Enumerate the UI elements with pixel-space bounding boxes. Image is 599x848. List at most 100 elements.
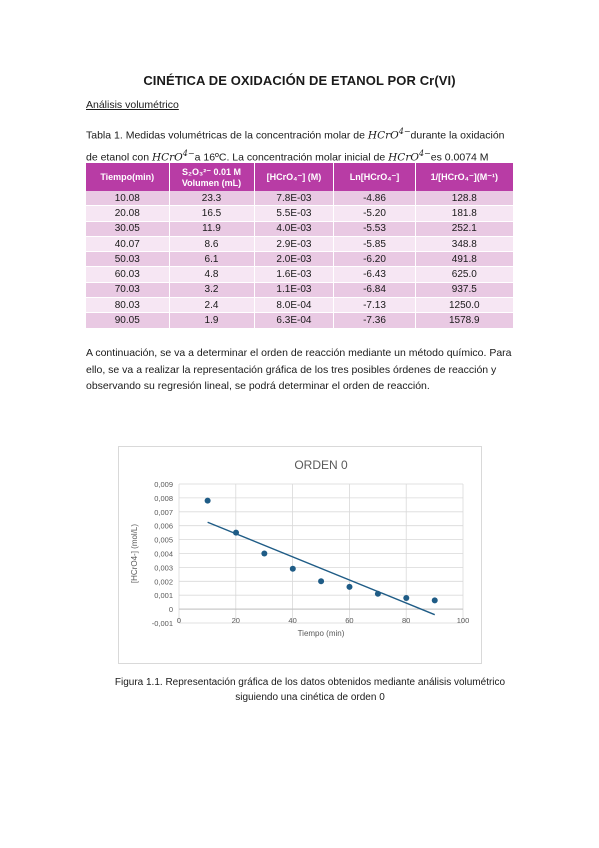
table-cell: 3.2 bbox=[169, 282, 255, 299]
table-cell: 1.6E-03 bbox=[254, 266, 335, 283]
table-cell: -5.85 bbox=[333, 236, 416, 253]
header-inverse: 1/[HCrO₄⁻](M⁻¹) bbox=[415, 163, 515, 191]
y-tick-label: 0,004 bbox=[154, 550, 173, 559]
y-tick-label: 0 bbox=[169, 605, 173, 614]
table-cell: 8.0E-04 bbox=[254, 297, 335, 314]
caption-charge-1: 4− bbox=[398, 127, 411, 136]
table-row: 20.08 16.5 5.5E-03 -5.20 181.8 bbox=[86, 205, 515, 222]
table-cell: 1.1E-03 bbox=[254, 282, 335, 299]
data-point bbox=[403, 594, 410, 601]
table-header-row: Tiempo(min) S₂O₃²⁻ 0.01 M Volumen (mL) [… bbox=[86, 163, 515, 191]
caption-charge-3: 4− bbox=[418, 148, 431, 158]
table-cell: -5.20 bbox=[333, 205, 416, 222]
caption-middle-1: durante la oxidación de etanol con bbox=[86, 129, 505, 164]
table-cell: 1578.9 bbox=[415, 312, 515, 329]
table-cell: 2.4 bbox=[169, 297, 255, 314]
table-body: 10.08 23.3 7.8E-03 -4.86 128.8 20.08 16.5 5.5E-… bbox=[86, 191, 515, 329]
y-tick-label: 0,008 bbox=[154, 494, 173, 503]
y-tick-label: 0,001 bbox=[154, 591, 173, 600]
table-cell: 252.1 bbox=[415, 221, 515, 237]
document-title: CINÉTICA DE OXIDACIÓN DE ETANOL POR Cr(V… bbox=[143, 73, 456, 88]
header-volumen: S₂O₃²⁻ 0.01 M Volumen (mL) bbox=[169, 163, 255, 191]
table-cell: 2.9E-03 bbox=[254, 236, 335, 253]
data-point bbox=[204, 497, 211, 504]
data-point bbox=[261, 550, 268, 557]
x-axis-title: Tiempo (min) bbox=[298, 629, 345, 638]
table-row: 60.03 4.8 1.6E-03 -6.43 625.0 bbox=[86, 266, 515, 283]
caption-middle-2: a 16ºC. La concentración molar inicial d… bbox=[194, 151, 389, 163]
table-cell: -6.20 bbox=[333, 251, 416, 268]
caption-species-1: HCrO bbox=[367, 129, 399, 142]
caption-charge-2: 4− bbox=[182, 148, 195, 158]
table-cell: 7.8E-03 bbox=[254, 191, 335, 207]
table-row: 40.07 8.6 2.9E-03 -5.85 348.8 bbox=[86, 236, 515, 253]
y-tick-label: 0,002 bbox=[154, 577, 173, 586]
table-cell: 23.3 bbox=[169, 191, 255, 207]
x-tick-label: 100 bbox=[457, 616, 470, 625]
caption-suffix: es 0.0074 M bbox=[430, 151, 489, 163]
table-cell: 16.5 bbox=[169, 205, 255, 222]
table-row: 30.05 11.9 4.0E-03 -5.53 252.1 bbox=[86, 221, 515, 237]
table-caption: Tabla 1. Medidas volumétricas de la conc… bbox=[86, 123, 516, 166]
x-tick-label: 60 bbox=[345, 616, 353, 625]
table-cell: 348.8 bbox=[415, 236, 515, 253]
data-point bbox=[431, 597, 438, 604]
table-cell: 10.08 bbox=[86, 191, 170, 207]
y-tick-label: 0,006 bbox=[154, 522, 173, 531]
table-cell: 1250.0 bbox=[415, 297, 515, 314]
table-cell: 70.03 bbox=[86, 282, 170, 299]
table-row: 70.03 3.2 1.1E-03 -6.84 937.5 bbox=[86, 282, 515, 299]
caption-species-2: HCrO bbox=[151, 151, 183, 163]
table-row: 50.03 6.1 2.0E-03 -6.20 491.8 bbox=[86, 251, 515, 268]
header-concentracion: [HCrO₄⁻] (M) bbox=[254, 163, 335, 191]
data-point bbox=[318, 578, 325, 585]
header-ln: Ln[HCrO₄⁻] bbox=[333, 163, 416, 191]
table-cell: 40.07 bbox=[86, 236, 170, 253]
y-tick-label: -0,001 bbox=[152, 619, 173, 628]
y-tick-label: 0,003 bbox=[154, 563, 173, 572]
table-cell: 625.0 bbox=[415, 266, 515, 283]
y-tick-label: 0,005 bbox=[154, 536, 173, 545]
table-cell: 6.3E-04 bbox=[254, 312, 335, 329]
table-cell: 50.03 bbox=[86, 251, 170, 268]
table-cell: 4.8 bbox=[169, 266, 255, 283]
figure-caption: Figura 1.1. Representación gráfica de lo… bbox=[60, 675, 560, 705]
x-tick-label: 0 bbox=[177, 616, 181, 625]
table-cell: -4.86 bbox=[333, 191, 416, 207]
table-cell: 491.8 bbox=[415, 251, 515, 268]
table-row: 10.08 23.3 7.8E-03 -4.86 128.8 bbox=[86, 191, 515, 207]
table-cell: -6.84 bbox=[333, 282, 416, 299]
table-cell: 181.8 bbox=[415, 205, 515, 222]
figure-caption-line-1: Figura 1.1. Representación gráfica de lo… bbox=[114, 677, 506, 688]
table-cell: 8.6 bbox=[169, 236, 255, 253]
x-tick-label: 20 bbox=[232, 616, 240, 625]
header-tiempo: Tiempo(min) bbox=[86, 163, 170, 191]
table-cell: -5.53 bbox=[333, 221, 416, 237]
table-cell: 5.5E-03 bbox=[254, 205, 335, 222]
table-row: 90.05 1.9 6.3E-04 -7.36 1578.9 bbox=[86, 312, 515, 329]
table-cell: 2.0E-03 bbox=[254, 251, 335, 268]
y-tick-label: 0,009 bbox=[154, 480, 173, 489]
table-cell: -7.36 bbox=[333, 312, 416, 329]
data-point bbox=[374, 590, 381, 597]
table-cell: 4.0E-03 bbox=[254, 221, 335, 237]
y-axis-title: [HCrO4-] (mol/L) bbox=[130, 524, 139, 583]
chart-container: ORDEN 0 -0,001 0 0,001 0,002 0,003 0,004 0,005 0… bbox=[118, 446, 482, 664]
x-tick-label: 80 bbox=[402, 616, 410, 625]
caption-species-3: HCrO bbox=[388, 151, 419, 163]
table-cell: 80.03 bbox=[86, 297, 170, 314]
caption-prefix: Tabla 1. Medidas volumétricas de la conc… bbox=[86, 129, 368, 142]
table-cell: 20.08 bbox=[86, 205, 170, 222]
x-tick-label: 40 bbox=[288, 616, 296, 625]
data-point bbox=[233, 529, 240, 536]
table-cell: 90.05 bbox=[86, 312, 170, 329]
table-cell: 1.9 bbox=[169, 312, 255, 329]
table-cell: 30.05 bbox=[86, 221, 170, 237]
data-point bbox=[346, 583, 353, 590]
section-heading: Análisis volumétrico bbox=[86, 99, 179, 111]
data-point bbox=[289, 565, 296, 572]
trendline bbox=[207, 521, 436, 616]
table-cell: 128.8 bbox=[415, 191, 515, 207]
table-cell: 937.5 bbox=[415, 282, 515, 299]
